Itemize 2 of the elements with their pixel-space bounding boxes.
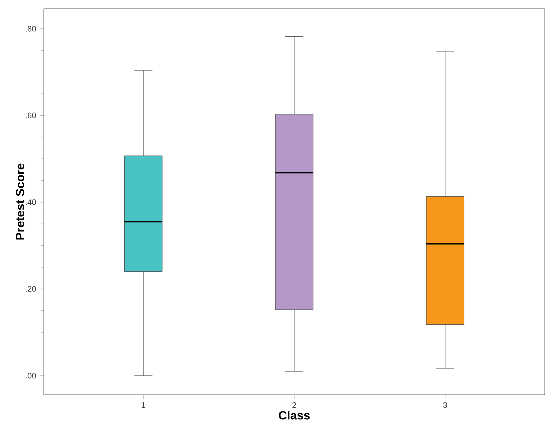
x-axis-title: Class [279, 411, 310, 420]
y-axis-title: Pretest Score [16, 164, 25, 240]
